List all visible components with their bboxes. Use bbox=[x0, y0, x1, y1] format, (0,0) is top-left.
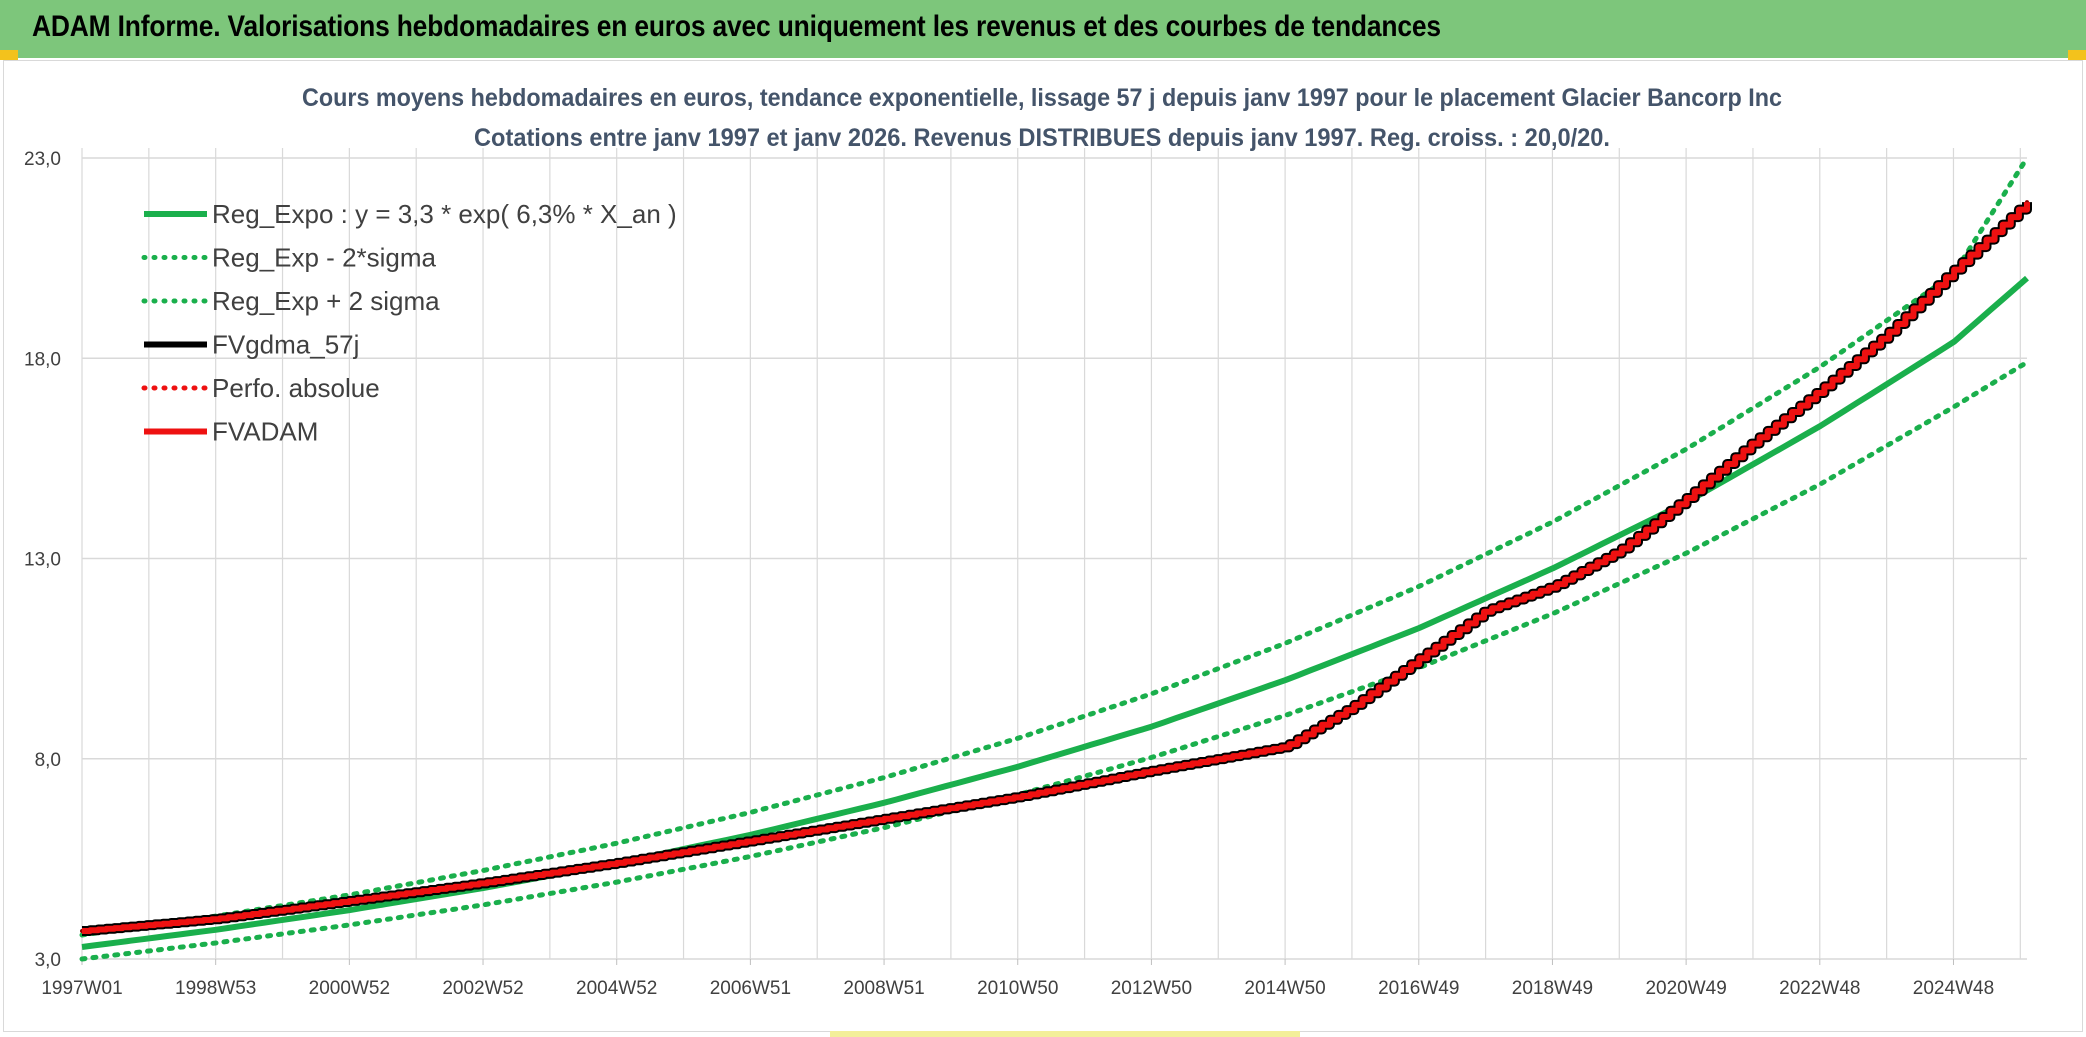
x-axis-ticks: 1997W01 1998W53 2000W52 2002W52 2004W52 2006W… bbox=[41, 959, 1994, 999]
corner-marker-left bbox=[0, 50, 18, 60]
x-tick-label: 2024W48 bbox=[1913, 978, 1994, 999]
report-banner: ADAM Informe. Valorisations hebdomadaire… bbox=[0, 0, 2086, 60]
legend-label: Perfo. absolue bbox=[212, 373, 380, 403]
series bbox=[79, 155, 2032, 962]
y-tick-label: 13,0 bbox=[24, 550, 61, 571]
bottom-marker bbox=[830, 1031, 1300, 1037]
legend-label: FVADAM bbox=[212, 417, 318, 447]
y-tick-label: 18,0 bbox=[24, 349, 61, 370]
legend-label: Reg_Exp + 2 sigma bbox=[212, 286, 440, 316]
x-tick-label: 2018W49 bbox=[1512, 978, 1593, 999]
x-tick-label: 1998W53 bbox=[175, 978, 256, 999]
x-tick-label: 2004W52 bbox=[576, 978, 657, 999]
series-line-1 bbox=[79, 359, 2030, 962]
report-title: ADAM Informe. Valorisations hebdomadaire… bbox=[32, 10, 1441, 43]
x-tick-label: 2006W51 bbox=[710, 978, 791, 999]
x-tick-label: 2000W52 bbox=[309, 978, 390, 999]
x-tick-label: 1997W01 bbox=[41, 978, 122, 999]
legend-label: FVgdma_57j bbox=[212, 330, 359, 360]
x-tick-label: 2010W50 bbox=[977, 978, 1058, 999]
series-line-5 bbox=[82, 202, 2030, 934]
y-tick-label: 23,0 bbox=[24, 149, 61, 170]
x-tick-label: 2014W50 bbox=[1244, 978, 1325, 999]
y-axis-ticks: 3,0 8,0 13,0 18,0 23,0 bbox=[24, 149, 61, 971]
legend-label: Reg_Exp - 2*sigma bbox=[212, 243, 437, 273]
x-tick-label: 2022W48 bbox=[1779, 978, 1860, 999]
chart-area: Cours moyens hebdomadaires en euros, ten… bbox=[3, 60, 2083, 1032]
x-tick-label: 2012W50 bbox=[1111, 978, 1192, 999]
x-tick-label: 2002W52 bbox=[442, 978, 523, 999]
x-tick-label: 2016W49 bbox=[1378, 978, 1459, 999]
x-tick-label: 2020W49 bbox=[1645, 978, 1726, 999]
y-tick-label: 3,0 bbox=[35, 950, 61, 971]
chart-svg: Cours moyens hebdomadaires en euros, ten… bbox=[24, 84, 2032, 999]
x-tick-label: 2008W51 bbox=[843, 978, 924, 999]
legend-label: Reg_Expo : y = 3,3 * exp( 6,3% * X_an ) bbox=[212, 199, 677, 229]
corner-marker-right bbox=[2068, 50, 2086, 60]
series-line-2 bbox=[79, 155, 2030, 938]
chart-title-line-1: Cours moyens hebdomadaires en euros, ten… bbox=[302, 84, 1782, 112]
legend: Reg_Expo : y = 3,3 * exp( 6,3% * X_an ) R… bbox=[141, 199, 677, 447]
y-tick-label: 8,0 bbox=[35, 750, 61, 771]
chart-title-line-2: Cotations entre janv 1997 et janv 2026. … bbox=[474, 124, 1610, 152]
